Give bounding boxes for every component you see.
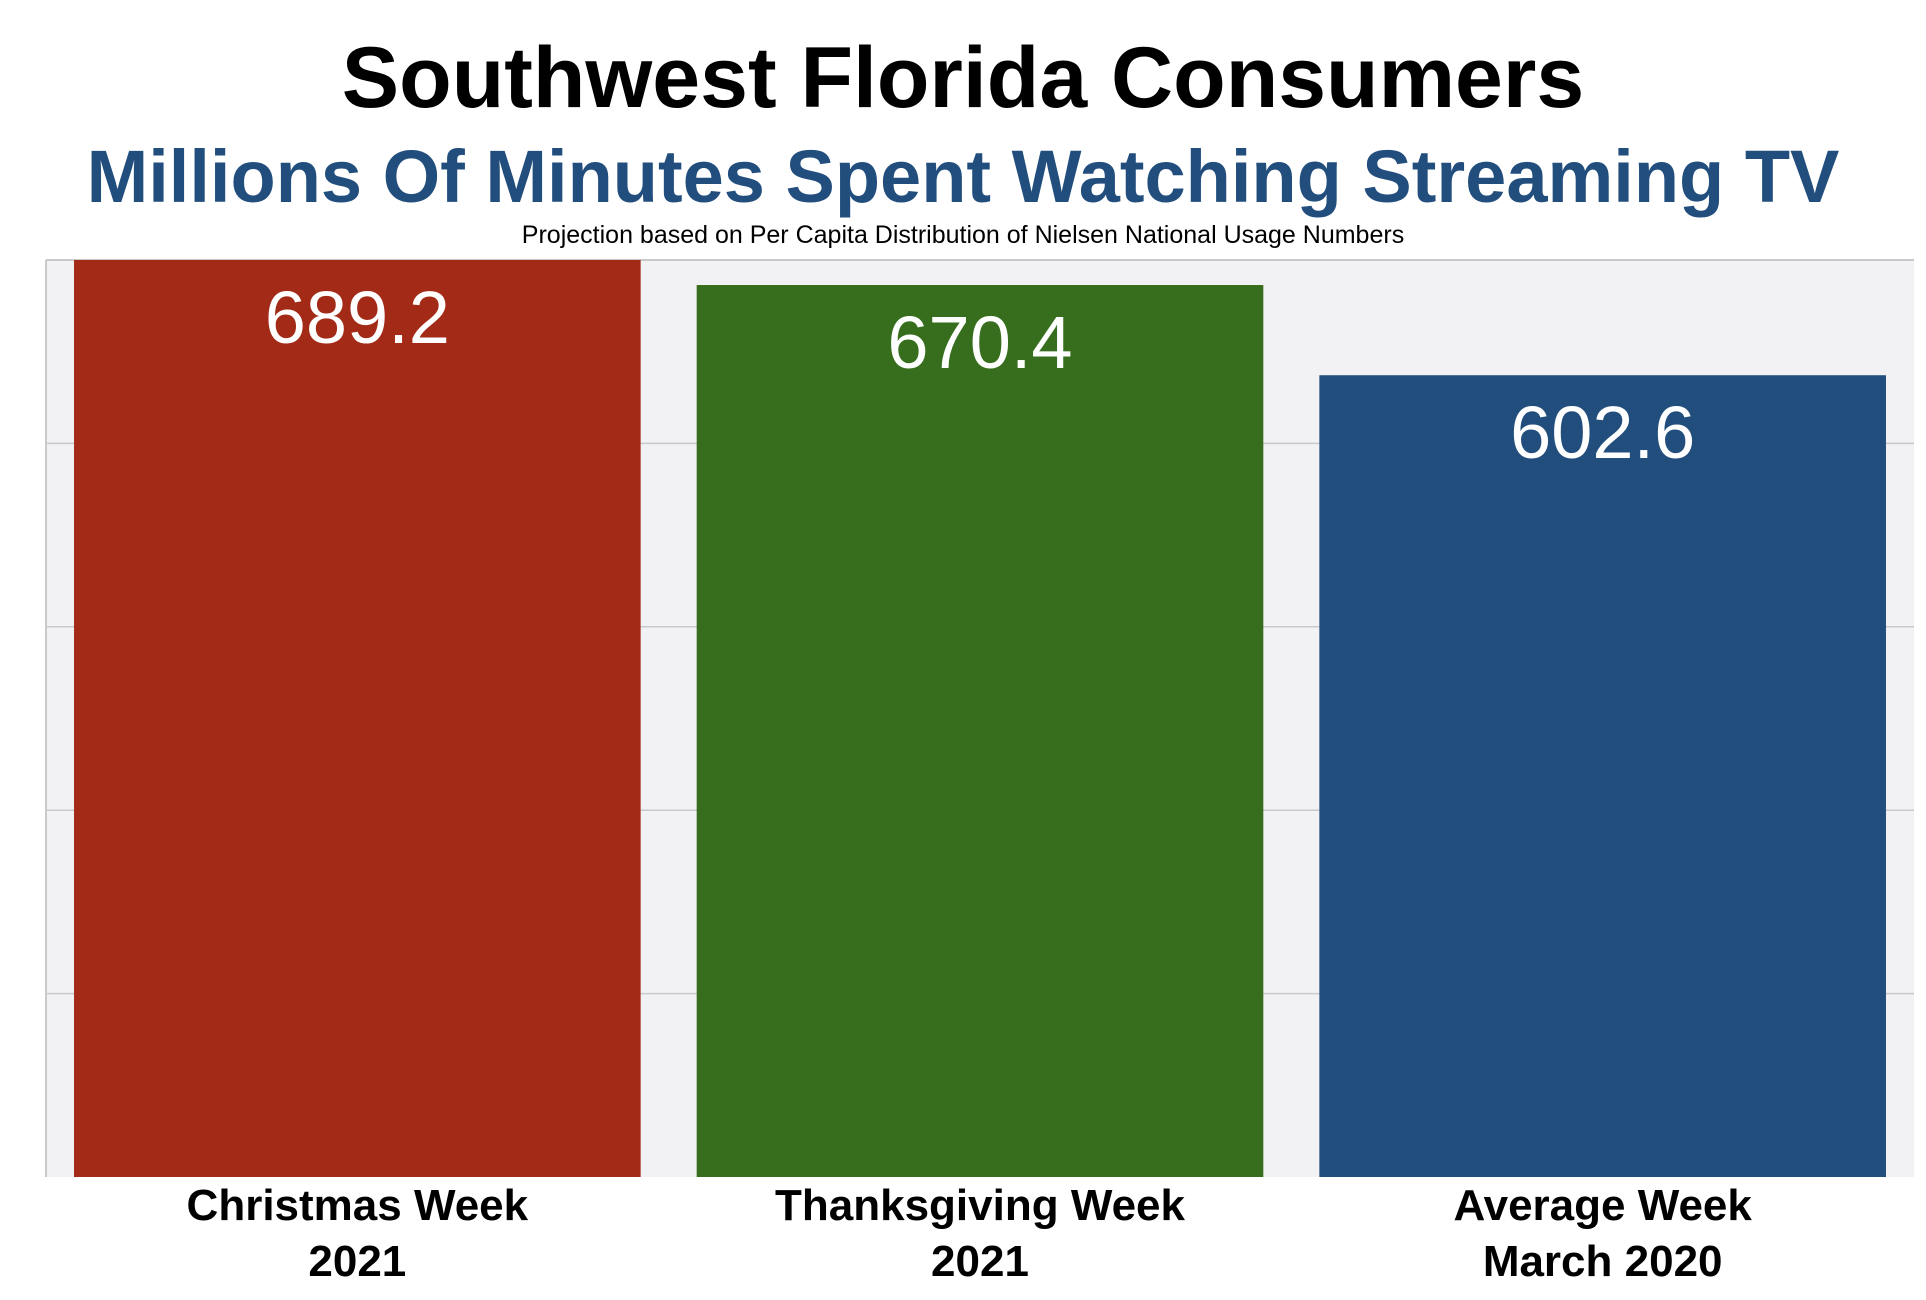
category-label: Thanksgiving Week: [775, 1181, 1185, 1230]
chart-source-note: Projection based on Per Capita Distribut…: [521, 221, 1405, 249]
category-labels: Christmas Week 2021 Thanksgiving Week 2021 A…: [187, 1181, 1753, 1286]
category-label: 2021: [308, 1237, 406, 1286]
chart-subtitle: Millions Of Minutes Spent Watching Strea…: [86, 135, 1840, 218]
bar-value-label: 689.2: [265, 276, 450, 359]
bar: [74, 260, 641, 1177]
bars: [74, 260, 1886, 1177]
bar: [1319, 375, 1886, 1177]
bar-value-label: 602.6: [1510, 391, 1695, 474]
category-label: 2021: [931, 1237, 1029, 1286]
category-label: March 2020: [1483, 1237, 1723, 1286]
category-label: Average Week: [1453, 1181, 1752, 1230]
bar: [696, 285, 1264, 1177]
category-label: Christmas Week: [187, 1181, 529, 1230]
value-labels: 689.2 670.4 602.6: [265, 276, 1696, 474]
bar-value-label: 670.4: [887, 301, 1072, 384]
chart-title: Southwest Florida Consumers: [341, 30, 1585, 126]
